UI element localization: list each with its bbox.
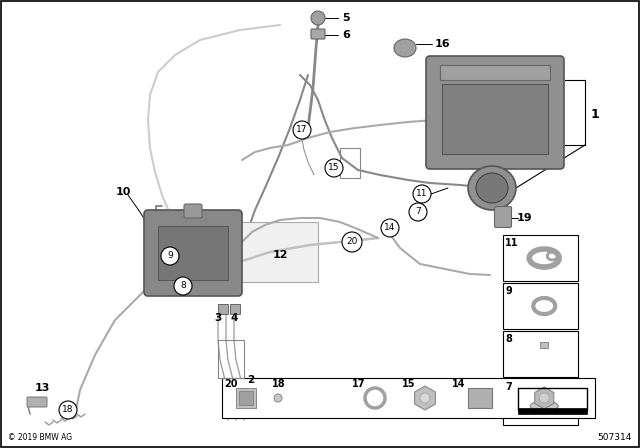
Bar [503,235,578,281]
Text: 15: 15 [328,164,340,172]
Text: 18: 18 [272,379,285,389]
Text: 20: 20 [224,379,237,389]
Bar [218,304,228,314]
Text: 10: 10 [115,187,131,197]
Text: 14: 14 [452,379,465,389]
Text: 7: 7 [505,382,512,392]
Circle shape [409,203,427,221]
Circle shape [381,219,399,237]
Circle shape [174,277,192,295]
Circle shape [413,185,431,203]
Text: 17: 17 [352,379,365,389]
Text: 9: 9 [167,251,173,260]
Text: 3: 3 [214,313,221,323]
Bar [340,148,360,178]
Text: 14: 14 [384,224,396,233]
Text: 15: 15 [402,379,415,389]
Bar [503,331,578,377]
Circle shape [293,121,311,139]
Text: 6: 6 [342,30,350,40]
Circle shape [274,394,282,402]
Text: 2: 2 [248,375,255,385]
Text: 1: 1 [591,108,600,121]
Text: 9: 9 [505,286,512,296]
Ellipse shape [531,401,558,411]
Bar [218,340,244,378]
Text: 16: 16 [434,39,450,49]
Text: 17: 17 [296,125,308,134]
Circle shape [59,401,77,419]
Bar [239,391,253,405]
Circle shape [540,393,549,403]
Text: 19: 19 [516,213,532,223]
Text: 11: 11 [416,190,428,198]
Circle shape [342,232,362,252]
Circle shape [161,247,179,265]
Text: 11: 11 [505,238,518,248]
Bar [503,283,578,329]
Bar [442,84,548,154]
Text: 8: 8 [505,334,512,344]
Bar [158,226,228,280]
Bar [222,378,595,418]
Text: © 2019 BMW AG: © 2019 BMW AG [8,434,72,443]
Bar [230,304,240,314]
Text: 12: 12 [272,250,288,260]
Text: 20: 20 [346,237,358,246]
FancyBboxPatch shape [184,204,202,218]
Bar [518,408,587,414]
Text: 8: 8 [180,281,186,290]
Circle shape [311,11,325,25]
Bar [440,65,550,80]
Circle shape [325,159,343,177]
Ellipse shape [476,173,508,203]
Ellipse shape [394,39,416,57]
Bar [238,222,318,282]
Bar [540,342,548,348]
FancyBboxPatch shape [27,397,47,407]
Ellipse shape [468,166,516,210]
Bar [503,379,578,425]
Text: 7: 7 [415,207,421,216]
Bar [236,388,256,408]
Text: 13: 13 [35,383,50,393]
FancyBboxPatch shape [311,29,325,39]
Text: 18: 18 [62,405,74,414]
FancyBboxPatch shape [426,56,564,169]
FancyBboxPatch shape [495,207,511,228]
Text: 4: 4 [230,313,237,323]
Text: 507314: 507314 [598,432,632,441]
Bar [468,388,492,408]
Circle shape [420,393,430,403]
Text: 5: 5 [342,13,350,23]
FancyBboxPatch shape [144,210,242,296]
